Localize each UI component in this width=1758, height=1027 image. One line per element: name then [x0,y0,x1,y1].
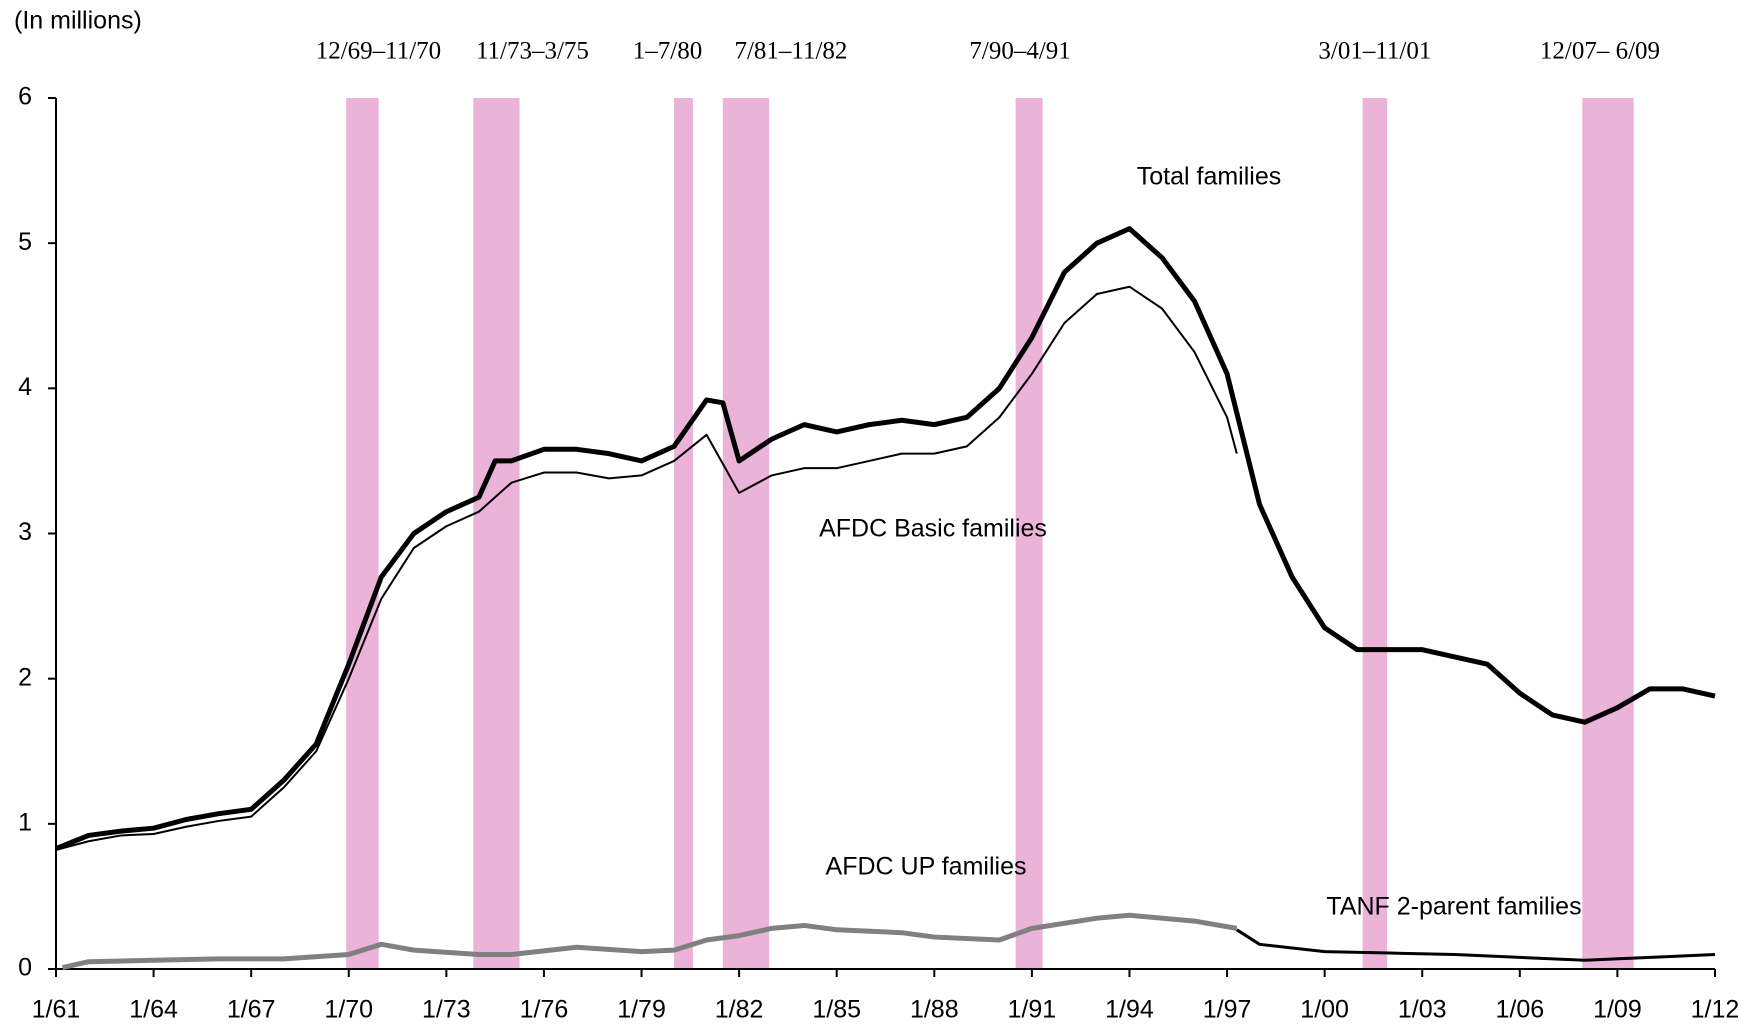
series-line [61,912,1238,970]
x-tick-label: 1/61 [32,996,81,1024]
y-tick-label: 4 [18,373,32,401]
recession-label: 7/81–11/82 [734,38,847,65]
x-tick-label: 1/67 [227,996,276,1024]
x-tick-label: 1/12 [1691,996,1740,1024]
x-tick-label: 1/00 [1300,996,1349,1024]
x-tick-label: 1/64 [129,996,178,1024]
recession-band [674,98,693,969]
recession-label: 7/90–4/91 [969,38,1070,65]
x-tick-label: 1/70 [324,996,373,1024]
x-tick-label: 1/82 [715,996,764,1024]
x-tick-label: 1/85 [812,996,861,1024]
x-tick-label: 1/76 [520,996,569,1024]
series-label: AFDC UP families [826,853,1027,881]
y-axis-label: (In millions) [14,7,142,35]
recession-band [1582,98,1634,969]
x-tick-label: 1/97 [1203,996,1252,1024]
x-tick-label: 1/09 [1593,996,1642,1024]
y-tick-label: 6 [18,83,32,111]
series-label: Total families [1137,163,1282,191]
x-tick-label: 1/03 [1398,996,1447,1024]
x-tick-label: 1/94 [1105,996,1154,1024]
recession-band [473,98,520,969]
y-tick-label: 0 [18,954,32,982]
recession-band [1362,98,1388,969]
y-tick-label: 1 [18,808,32,836]
recession-label: 1–7/80 [633,38,702,65]
recession-label: 12/69–11/70 [316,38,441,65]
recession-label: 12/07– 6/09 [1540,38,1660,65]
series-line [55,285,1238,851]
recession-label: 11/73–3/75 [476,38,589,65]
series-line [1236,928,1716,962]
recession-label: 3/01–11/01 [1318,38,1431,65]
x-tick-label: 1/88 [910,996,959,1024]
y-tick-label: 3 [18,518,32,546]
recession-band [1015,98,1043,969]
series-line [55,226,1716,851]
y-tick-label: 2 [18,663,32,691]
recession-band [722,98,770,969]
x-tick-label: 1/73 [422,996,471,1024]
y-tick-label: 5 [18,228,32,256]
x-tick-label: 1/06 [1495,996,1544,1024]
recession-band [346,98,379,969]
x-tick-label: 1/79 [617,996,666,1024]
series-label: TANF 2-parent families [1326,893,1581,921]
x-tick-label: 1/91 [1008,996,1057,1024]
series-label: AFDC Basic families [819,515,1047,543]
